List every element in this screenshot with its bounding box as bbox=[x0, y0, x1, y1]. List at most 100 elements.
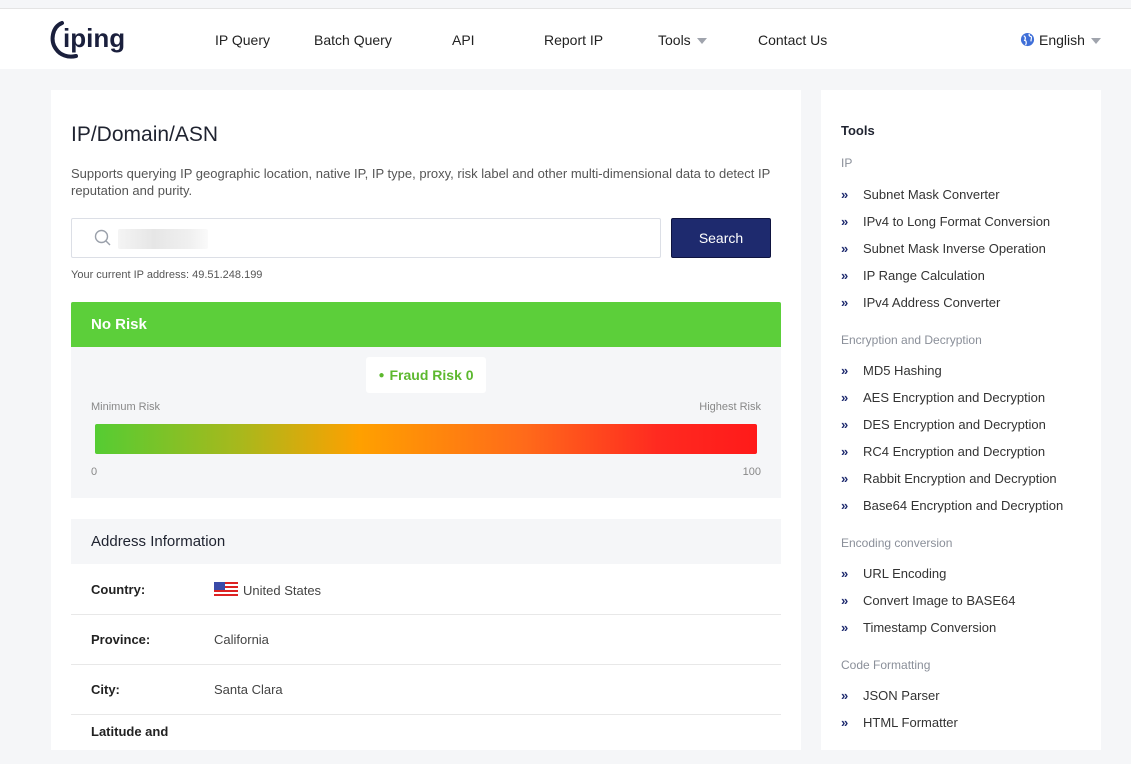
chevron-down-icon bbox=[696, 38, 707, 45]
risk-gradient-bar bbox=[95, 424, 757, 454]
double-chevron-right-icon: » bbox=[841, 688, 848, 703]
tool-label: RC4 Encryption and Decryption bbox=[863, 444, 1046, 459]
double-chevron-right-icon: » bbox=[841, 268, 848, 283]
row-value: Santa Clara bbox=[214, 682, 283, 697]
address-row-province: Province: California bbox=[71, 614, 781, 665]
double-chevron-right-icon: » bbox=[841, 390, 848, 405]
tool-link[interactable]: » Rabbit Encryption and Decryption bbox=[841, 471, 1057, 486]
double-chevron-right-icon: » bbox=[841, 566, 848, 581]
double-chevron-right-icon: » bbox=[841, 593, 848, 608]
double-chevron-right-icon: » bbox=[841, 715, 848, 730]
sidebar-title: Tools bbox=[841, 123, 875, 138]
tool-label: MD5 Hashing bbox=[863, 363, 942, 378]
status-dot-icon: ● bbox=[378, 370, 385, 381]
address-row-city: City: Santa Clara bbox=[71, 664, 781, 715]
double-chevron-right-icon: » bbox=[841, 498, 848, 513]
tool-link[interactable]: » Base64 Encryption and Decryption bbox=[841, 498, 1063, 513]
tool-link[interactable]: » IP Range Calculation bbox=[841, 268, 985, 283]
tool-label: IPv4 to Long Format Conversion bbox=[863, 214, 1051, 229]
current-ip-label: Your current IP address: bbox=[71, 269, 190, 281]
tool-label: Timestamp Conversion bbox=[863, 620, 997, 635]
tool-link[interactable]: » Subnet Mask Converter bbox=[841, 187, 1000, 202]
search-input[interactable] bbox=[71, 218, 661, 258]
tools-sidebar: Tools IP » Subnet Mask Converter » IPv4 to… bbox=[821, 90, 1101, 750]
tool-label: JSON Parser bbox=[863, 688, 940, 703]
nav-tools[interactable]: Tools bbox=[658, 32, 707, 48]
tool-link[interactable]: » HTML Formatter bbox=[841, 715, 958, 730]
risk-status-bar: No Risk bbox=[71, 302, 781, 347]
nav-api[interactable]: API bbox=[452, 32, 475, 48]
tool-label: IPv4 Address Converter bbox=[863, 295, 1001, 310]
tool-label: Rabbit Encryption and Decryption bbox=[863, 471, 1057, 486]
globe-icon bbox=[1020, 32, 1035, 47]
sidebar-category-ip: IP bbox=[841, 156, 853, 170]
risk-scale-min: 0 bbox=[91, 466, 98, 478]
search-value-redacted[interactable] bbox=[118, 229, 208, 249]
risk-scale-max: 100 bbox=[742, 466, 761, 478]
nav-ip-query[interactable]: IP Query bbox=[215, 32, 270, 48]
site-header: iping IP Query Batch Query API Report IP… bbox=[0, 9, 1131, 69]
tool-label: IP Range Calculation bbox=[863, 268, 985, 283]
tool-link[interactable]: » JSON Parser bbox=[841, 688, 940, 703]
tool-link[interactable]: » MD5 Hashing bbox=[841, 363, 942, 378]
iping-logo[interactable]: iping bbox=[48, 15, 143, 61]
nav-batch-query[interactable]: Batch Query bbox=[314, 32, 392, 48]
risk-status-text: No Risk bbox=[91, 316, 147, 333]
double-chevron-right-icon: » bbox=[841, 363, 848, 378]
row-value: United States bbox=[214, 582, 321, 598]
sidebar-category-encryption: Encryption and Decryption bbox=[841, 333, 982, 347]
highest-risk-label: Highest Risk bbox=[699, 401, 761, 413]
row-label: City: bbox=[91, 682, 120, 697]
minimum-risk-label: Minimum Risk bbox=[91, 401, 161, 413]
country-value: United States bbox=[243, 583, 322, 598]
tool-label: Subnet Mask Converter bbox=[863, 187, 1000, 202]
tool-label: DES Encryption and Decryption bbox=[863, 417, 1046, 432]
tool-label: Convert Image to BASE64 bbox=[863, 593, 1016, 608]
page-title: IP/Domain/ASN bbox=[71, 123, 219, 146]
language-selector[interactable]: English bbox=[1020, 32, 1101, 48]
us-flag-icon bbox=[214, 582, 238, 598]
tool-link[interactable]: » IPv4 Address Converter bbox=[841, 295, 1000, 310]
row-label: Province: bbox=[91, 632, 151, 647]
query-panel: IP/Domain/ASN Supports querying IP geogr… bbox=[51, 90, 801, 750]
address-row-latitude: Latitude and bbox=[71, 714, 781, 764]
double-chevron-right-icon: » bbox=[841, 620, 848, 635]
nav-contact-us[interactable]: Contact Us bbox=[758, 32, 828, 48]
current-ip-line: Your current IP address: 49.51.248.199 bbox=[71, 269, 262, 281]
sidebar-category-code-formatting: Code Formatting bbox=[841, 658, 931, 672]
tool-link[interactable]: » Convert Image to BASE64 bbox=[841, 593, 1015, 608]
fraud-risk-score: 0 bbox=[465, 367, 474, 383]
fraud-risk-badge: ● Fraud Risk 0 bbox=[366, 357, 486, 393]
tool-link[interactable]: » Subnet Mask Inverse Operation bbox=[841, 241, 1046, 256]
logo-text: iping bbox=[63, 23, 125, 53]
tool-label: Base64 Encryption and Decryption bbox=[863, 498, 1064, 513]
page-description: Supports querying IP geographic location… bbox=[71, 166, 771, 198]
tool-link[interactable]: » AES Encryption and Decryption bbox=[841, 390, 1045, 405]
row-label: Latitude and bbox=[91, 724, 169, 739]
tool-link[interactable]: » RC4 Encryption and Decryption bbox=[841, 444, 1045, 459]
tool-link[interactable]: » IPv4 to Long Format Conversion bbox=[841, 214, 1050, 229]
tool-link[interactable]: » DES Encryption and Decryption bbox=[841, 417, 1046, 432]
tool-label: AES Encryption and Decryption bbox=[863, 390, 1046, 405]
address-row-country: Country: United States bbox=[71, 564, 781, 615]
current-ip-value: 49.51.248.199 bbox=[192, 269, 263, 281]
double-chevron-right-icon: » bbox=[841, 187, 848, 202]
sidebar-category-encoding: Encoding conversion bbox=[841, 536, 953, 550]
row-value: California bbox=[214, 632, 269, 647]
double-chevron-right-icon: » bbox=[841, 241, 848, 256]
nav-report-ip[interactable]: Report IP bbox=[544, 32, 604, 48]
risk-panel: No Risk ● Fraud Risk 0 Minimum Risk Highe… bbox=[71, 302, 781, 498]
double-chevron-right-icon: » bbox=[841, 444, 848, 459]
language-label: English bbox=[1039, 32, 1085, 48]
fraud-risk-label: Fraud Risk bbox=[389, 367, 462, 383]
tool-link[interactable]: » Timestamp Conversion bbox=[841, 620, 996, 635]
search-icon bbox=[94, 229, 111, 246]
tool-label: Subnet Mask Inverse Operation bbox=[863, 241, 1046, 256]
search-button[interactable]: Search bbox=[671, 218, 771, 258]
address-section-header: Address Information bbox=[71, 519, 781, 564]
chevron-down-icon bbox=[1090, 38, 1101, 45]
row-label: Country: bbox=[91, 582, 146, 597]
tool-link[interactable]: » URL Encoding bbox=[841, 566, 946, 581]
double-chevron-right-icon: » bbox=[841, 214, 848, 229]
double-chevron-right-icon: » bbox=[841, 295, 848, 310]
